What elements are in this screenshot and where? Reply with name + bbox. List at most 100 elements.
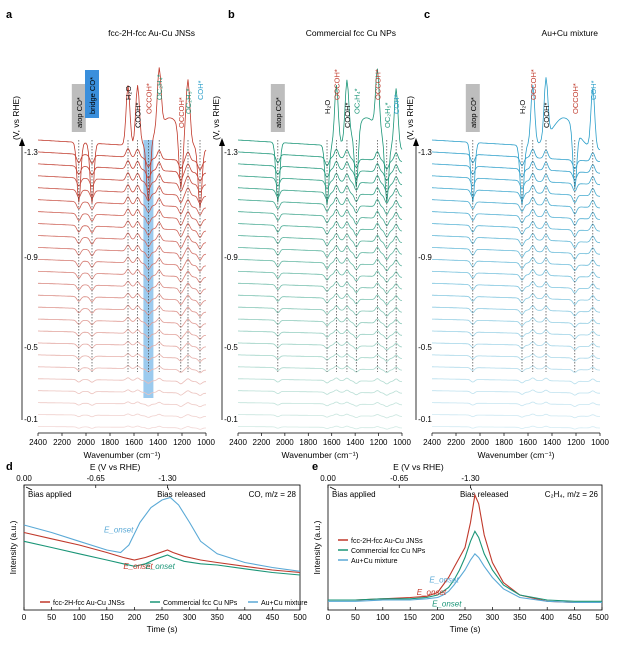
annotation-arrow [329,486,337,491]
spectrum-line [431,208,601,227]
spectrum-line [38,389,206,396]
spectrum-line [237,172,403,193]
x-tick-label: 500 [293,613,307,622]
spectrum-line [432,329,600,340]
spectrum-line [237,341,403,351]
spectrum-line [37,147,207,171]
spectrum-line [237,184,403,204]
spectrum-line [432,220,601,238]
spectrum-line [38,413,207,419]
x-tick-label: 1800 [495,438,513,447]
y-axis-title: Intensity (a.u.) [8,520,18,574]
x-tick-label: 200 [431,613,445,622]
spectrum-line [431,268,601,283]
spectrum-line [238,256,403,272]
peak-label-box [71,84,86,132]
legend-label: fcc-2H-fcc Au-Cu JNSs [351,538,423,545]
spectrum-line [238,329,403,340]
ir-panel-c: 2400 2200 2000 1800 1600 1400 1200 1000 Wavenumb… [405,28,609,460]
y-axis-title: (V, vs RHE) [405,96,415,140]
peak-label: COOH* [542,103,551,129]
peak-label: OC₂H₅* [383,102,392,128]
spectrum-line [432,353,600,362]
spectrum-line [38,220,207,239]
series-line [23,540,301,576]
panel-letter-e: e [312,461,318,473]
legend-label: Commercial fcc Cu NPs [351,548,426,555]
potential-tick-label: -0.9 [418,253,432,262]
spectrum-line [432,317,600,328]
spectrum-line [238,353,403,362]
potential-tick-label: -0.1 [418,415,432,424]
x-axis-title: Time (s) [147,624,178,634]
x-tick-label: 2000 [77,438,95,447]
spectrum-line [37,268,207,284]
potential-tick-label: -1.3 [224,148,238,157]
spectrum-line [237,244,403,261]
x-tick-label: 1400 [149,438,167,447]
onset-label: E_onset [123,562,153,571]
annotation-bias-applied: Bias applied [28,490,72,499]
spectrum-line [432,377,601,385]
spectrum-line [432,160,601,181]
peak-label: OCCOH* [332,69,341,100]
spectrum-line [38,292,207,306]
spectrum-line [237,268,403,283]
x-tick-label: 500 [595,613,609,622]
annotation-arrow [470,486,472,491]
spectrum-line [432,293,601,306]
spectrum-line [432,389,600,396]
panel-letter-b: b [228,9,235,21]
spectrum-line [38,365,207,374]
x-tick-label: 1600 [519,438,537,447]
ms-panel-e: 0 50 100 150 200 250 300 350 400 450 500 Time (s) In… [312,462,609,634]
x-axis-title: Wavenumber (cm⁻¹) [84,450,161,460]
spectrum-line [38,377,206,385]
top-axis-title: E (V vs RHE) [393,462,444,472]
x-tick-label: 2200 [53,438,71,447]
x-tick-label: 2200 [447,438,465,447]
potential-tick-label: -0.5 [24,343,38,352]
legend-label: Au+Cu mixture [351,558,398,565]
x-tick-label: 1000 [197,438,215,447]
peak-label: OC₂H₄* [155,74,164,100]
x-axis-title: Wavenumber (cm⁻¹) [282,450,359,460]
x-tick-label: 150 [404,613,418,622]
spectrum-line [431,148,601,170]
peak-label: H₂O [518,100,527,114]
peak-label: COH* [589,80,598,100]
spectrum-line [238,377,403,385]
peak-label: OCCOH* [529,69,538,100]
peak-label: H₂O [323,100,332,114]
series-line [328,493,602,604]
x-tick-label: 400 [238,613,252,622]
x-tick-label: 2400 [29,438,47,447]
spectrum-line [238,401,403,408]
spectrum-line [238,317,403,328]
spectrum-line [38,425,206,430]
x-tick-label: 0 [326,613,331,622]
panel-title: Commercial fcc Cu NPs [306,28,396,38]
spectrum-line [37,341,207,351]
spectrum-line [37,67,207,209]
panel-letter-a: a [6,9,13,21]
x-tick-label: 2000 [471,438,489,447]
spectrum-line [38,401,207,408]
peak-label: bridge CO* [88,77,97,114]
spectrum-line [38,280,207,295]
peak-label: OCCOH* [177,97,186,128]
spectrum-line [432,365,601,373]
x-tick-label: 1200 [173,438,191,447]
spectrum-line [38,256,207,272]
peak-label: H₂O [124,86,133,100]
x-tick-label: 0 [22,613,27,622]
y-axis-title: (V, vs RHE) [211,96,221,140]
peak-label: COOH* [343,103,352,129]
x-tick-label: 2400 [229,438,247,447]
x-tick-label: 1000 [393,438,411,447]
x-tick-label: 1800 [101,438,119,447]
onset-label: E_onset [145,562,175,571]
peak-label: OCCOH* [571,83,580,114]
top-tick-label: 0.00 [16,474,32,483]
